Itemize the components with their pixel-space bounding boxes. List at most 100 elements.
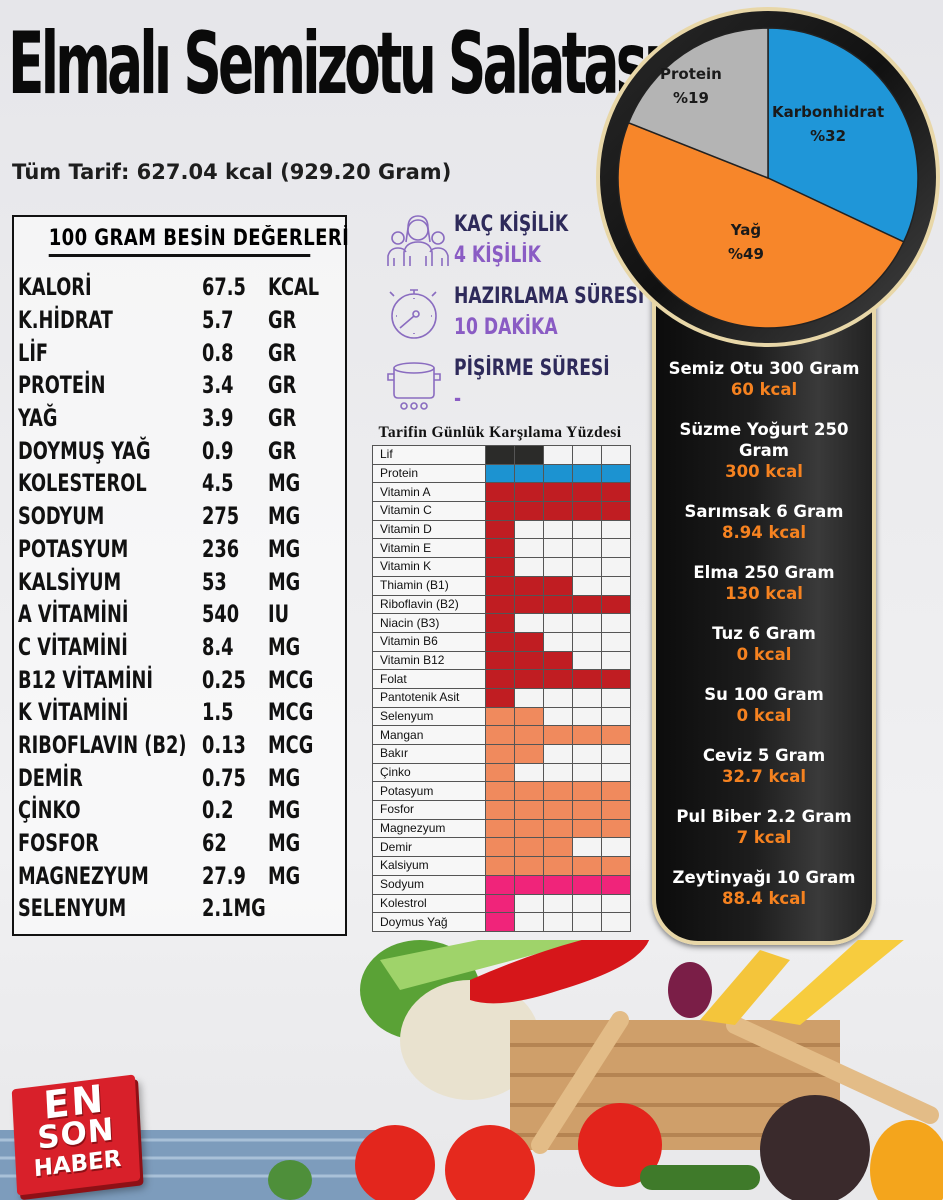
coverage-cell — [543, 687, 573, 708]
coverage-cell — [514, 650, 544, 671]
ingredient-item: Süzme Yoğurt 250 Gram 300 kcal — [656, 419, 872, 482]
coverage-row: Pantotenik Asit — [372, 687, 631, 708]
ensonhaber-logo: EN SON HABER — [11, 1074, 141, 1196]
nutrition-value-text: 3.9 — [202, 404, 234, 433]
nutrition-unit — [268, 894, 328, 922]
coverage-cell — [543, 557, 573, 577]
nutrition-label: YAĞ — [18, 404, 202, 432]
coverage-cell — [514, 874, 544, 895]
coverage-cell — [572, 818, 602, 839]
nutrition-unit: GR — [268, 437, 328, 465]
people-icon — [387, 215, 449, 266]
nutrition-value: 27.9 — [202, 862, 268, 890]
coverage-cell — [572, 725, 602, 745]
nutrition-unit-text: MCG — [268, 730, 314, 759]
ingredient-name: Semiz Otu 300 Gram — [668, 359, 860, 378]
coverage-cell — [485, 744, 515, 764]
pie-label-pct: %19 — [672, 89, 709, 107]
pie-label-fat: Yağ %49 — [728, 218, 764, 266]
servings-value: 4 KİŞİLİK — [454, 243, 541, 268]
nutrition-title: 100 GRAM BESİN DEĞERLERİ — [48, 223, 349, 257]
coverage-cell — [572, 445, 602, 465]
coverage-cell — [514, 744, 544, 764]
nutrition-row: FOSFOR 62 MG — [18, 827, 341, 860]
nutrition-value: 236 — [202, 535, 268, 563]
nutrition-row: POTASYUM 236 MG — [18, 533, 341, 566]
coverage-label: Selenyum — [372, 706, 486, 727]
ingredient-item: Zeytinyağı 10 Gram 88.4 kcal — [656, 867, 872, 909]
nutrition-label: KALSİYUM — [18, 568, 202, 596]
coverage-row: Folat — [372, 669, 631, 689]
coverage-cell — [485, 501, 515, 521]
pie-label-protein: Protein %19 — [660, 62, 722, 110]
ingredient-item: Tuz 6 Gram 0 kcal — [656, 623, 872, 665]
coverage-cell — [601, 800, 631, 820]
nutrition-label: RIBOFLAVIN (B2) — [18, 731, 202, 759]
nutrition-label: ÇİNKO — [18, 796, 202, 824]
ingredient-kcal: 7 kcal — [736, 828, 792, 847]
coverage-cell — [485, 781, 515, 802]
coverage-cell — [514, 631, 544, 652]
nutrition-value-text: 2.1MG — [202, 894, 266, 923]
nutrition-unit: MCG — [268, 698, 328, 726]
nutrition-unit-text: GR — [268, 306, 297, 335]
prep-time-label: HAZIRLAMA SÜRESİ — [454, 284, 645, 309]
nutrition-unit-text: MG — [268, 534, 301, 563]
pot-icon — [387, 362, 441, 410]
coverage-cell — [485, 631, 515, 652]
nutrition-value-text: 0.13 — [202, 730, 246, 759]
coverage-cell — [514, 594, 544, 615]
coverage-row: Çinko — [372, 762, 631, 783]
nutrition-value-text: 62 — [202, 829, 227, 858]
coverage-cell — [601, 631, 631, 652]
nutrition-value: 4.5 — [202, 469, 268, 497]
ingredient-kcal: 0 kcal — [736, 645, 792, 664]
nutrition-label-text: YAĞ — [18, 404, 58, 433]
nutrition-unit-text: MG — [268, 469, 301, 498]
coverage-cell — [485, 874, 515, 895]
nutrition-unit-text: KCAL — [268, 273, 320, 302]
nutrition-row: SELENYUM 2.1MG — [18, 892, 341, 925]
nutrition-value-text: 275 — [202, 502, 240, 531]
nutrition-unit: IU — [268, 600, 328, 628]
ingredient-item: Sarımsak 6 Gram 8.94 kcal — [656, 501, 872, 543]
nutrition-value-text: 5.7 — [202, 306, 234, 335]
nutrition-value-text: 0.75 — [202, 763, 246, 792]
coverage-label: Vitamin C — [372, 501, 486, 521]
coverage-cell — [601, 538, 631, 559]
coverage-cell — [572, 800, 602, 820]
coverage-cell — [601, 594, 631, 615]
nutrition-row: K VİTAMİNİ 1.5 MCG — [18, 696, 341, 729]
coverage-cell — [485, 557, 515, 577]
coverage-cell — [485, 613, 515, 633]
ingredient-name: Zeytinyağı 10 Gram — [672, 868, 856, 887]
coverage-cell — [514, 856, 544, 876]
nutrition-value-text: 8.4 — [202, 632, 234, 661]
nutrition-facts-box: 100 GRAM BESİN DEĞERLERİ KALORİ 67.5 KCAL K… — [12, 215, 349, 936]
prep-time-value: 10 DAKİKA — [454, 315, 558, 340]
nutrition-value: 0.25 — [202, 666, 268, 694]
ingredient-item: Semiz Otu 300 Gram 60 kcal — [656, 358, 872, 400]
nutrition-value: 62 — [202, 829, 268, 857]
coverage-row: Doymus Yağ — [372, 912, 631, 932]
coverage-row: Magnezyum — [372, 818, 631, 839]
nutrition-unit-text: GR — [268, 404, 297, 433]
coverage-cell — [514, 445, 544, 465]
coverage-cell — [572, 893, 602, 914]
coverage-cell — [572, 538, 602, 559]
coverage-row: Selenyum — [372, 706, 631, 727]
coverage-cell — [543, 781, 573, 802]
ingredient-name: Ceviz 5 Gram — [702, 746, 826, 765]
nutrition-label-text: FOSFOR — [18, 829, 99, 858]
coverage-cell — [543, 463, 573, 484]
coverage-cell — [543, 837, 573, 858]
nutrition-unit-text: GR — [268, 436, 297, 465]
coverage-cell — [601, 519, 631, 540]
nutrition-unit: MG — [268, 764, 328, 792]
coverage-cell — [485, 818, 515, 839]
nutrition-value: 3.4 — [202, 371, 268, 399]
nutrition-unit-text: MG — [268, 567, 301, 596]
pie-slice — [617, 121, 905, 329]
nutrition-value: 0.9 — [202, 437, 268, 465]
coverage-cell — [485, 800, 515, 820]
